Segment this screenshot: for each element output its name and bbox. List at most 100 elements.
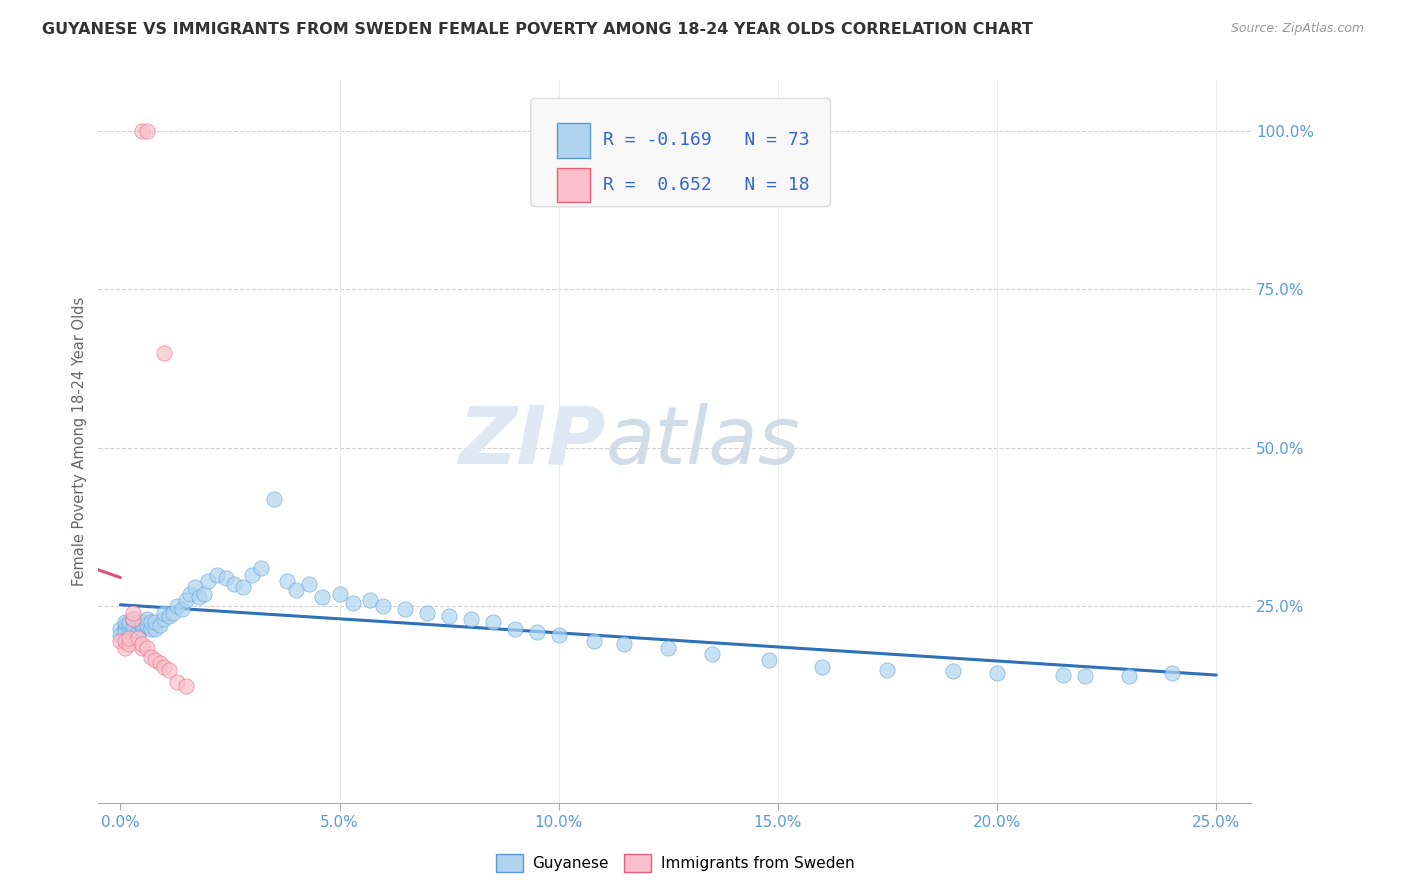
- Point: [118, 618, 141, 632]
- Point: [131, 622, 153, 636]
- Point: [197, 574, 219, 588]
- Point: [170, 602, 193, 616]
- Point: [118, 615, 141, 630]
- Point: [1074, 669, 1097, 683]
- Point: [127, 631, 149, 645]
- Point: [114, 618, 136, 632]
- Point: [153, 612, 176, 626]
- Point: [526, 624, 548, 639]
- Point: [139, 615, 162, 630]
- Point: [131, 618, 153, 632]
- Point: [205, 567, 228, 582]
- Point: [149, 657, 172, 671]
- Point: [284, 583, 307, 598]
- Point: [394, 602, 416, 616]
- Point: [135, 618, 157, 632]
- Point: [263, 491, 285, 506]
- Point: [110, 622, 132, 636]
- Point: [232, 580, 254, 594]
- Point: [110, 634, 132, 648]
- FancyBboxPatch shape: [557, 123, 589, 158]
- Point: [942, 664, 965, 678]
- Point: [162, 606, 184, 620]
- Point: [122, 618, 145, 632]
- Point: [114, 640, 136, 655]
- Point: [153, 659, 176, 673]
- Y-axis label: Female Poverty Among 18-24 Year Olds: Female Poverty Among 18-24 Year Olds: [72, 297, 87, 586]
- Point: [145, 653, 167, 667]
- Point: [131, 615, 153, 630]
- Point: [135, 124, 157, 138]
- Point: [810, 659, 832, 673]
- Point: [437, 608, 460, 623]
- Point: [157, 663, 180, 677]
- Point: [193, 587, 215, 601]
- Point: [131, 640, 153, 655]
- Point: [1052, 667, 1074, 681]
- Point: [139, 622, 162, 636]
- Point: [613, 637, 636, 651]
- Point: [166, 599, 188, 614]
- Point: [503, 622, 526, 636]
- Point: [114, 634, 136, 648]
- Point: [416, 606, 439, 620]
- Point: [118, 622, 141, 636]
- Point: [114, 624, 136, 639]
- Point: [298, 577, 321, 591]
- Point: [118, 637, 141, 651]
- Text: R =  0.652   N = 18: R = 0.652 N = 18: [603, 176, 810, 194]
- Text: GUYANESE VS IMMIGRANTS FROM SWEDEN FEMALE POVERTY AMONG 18-24 YEAR OLDS CORRELAT: GUYANESE VS IMMIGRANTS FROM SWEDEN FEMAL…: [42, 22, 1033, 37]
- Text: ZIP: ZIP: [458, 402, 606, 481]
- Point: [127, 624, 149, 639]
- Point: [582, 634, 605, 648]
- Point: [174, 679, 197, 693]
- Point: [240, 567, 263, 582]
- Point: [224, 577, 246, 591]
- Point: [702, 647, 724, 661]
- Point: [135, 640, 157, 655]
- Point: [373, 599, 395, 614]
- Point: [166, 675, 188, 690]
- Point: [214, 571, 236, 585]
- Point: [157, 608, 180, 623]
- Point: [276, 574, 298, 588]
- Point: [174, 593, 197, 607]
- Point: [122, 622, 145, 636]
- FancyBboxPatch shape: [557, 168, 589, 202]
- Point: [114, 615, 136, 630]
- Point: [145, 615, 167, 630]
- Point: [482, 615, 505, 630]
- Point: [122, 612, 145, 626]
- Point: [1118, 669, 1140, 683]
- Point: [188, 590, 211, 604]
- Legend: Guyanese, Immigrants from Sweden: Guyanese, Immigrants from Sweden: [489, 848, 860, 879]
- Point: [359, 593, 381, 607]
- Point: [139, 650, 162, 665]
- Point: [131, 637, 153, 651]
- FancyBboxPatch shape: [531, 98, 831, 207]
- Text: Source: ZipAtlas.com: Source: ZipAtlas.com: [1230, 22, 1364, 36]
- Point: [114, 622, 136, 636]
- Point: [342, 596, 364, 610]
- Point: [118, 631, 141, 645]
- Point: [184, 580, 207, 594]
- Point: [249, 561, 271, 575]
- Point: [153, 346, 176, 360]
- Point: [758, 653, 780, 667]
- Text: R = -0.169   N = 73: R = -0.169 N = 73: [603, 131, 810, 149]
- Point: [547, 628, 569, 642]
- Point: [311, 590, 333, 604]
- Point: [986, 665, 1008, 680]
- Point: [876, 663, 898, 677]
- Point: [122, 612, 145, 626]
- Point: [135, 612, 157, 626]
- Point: [118, 631, 141, 645]
- Point: [122, 606, 145, 620]
- Point: [460, 612, 482, 626]
- Point: [145, 622, 167, 636]
- Point: [179, 587, 201, 601]
- Point: [153, 606, 176, 620]
- Point: [110, 628, 132, 642]
- Text: atlas: atlas: [606, 402, 800, 481]
- Point: [1161, 665, 1184, 680]
